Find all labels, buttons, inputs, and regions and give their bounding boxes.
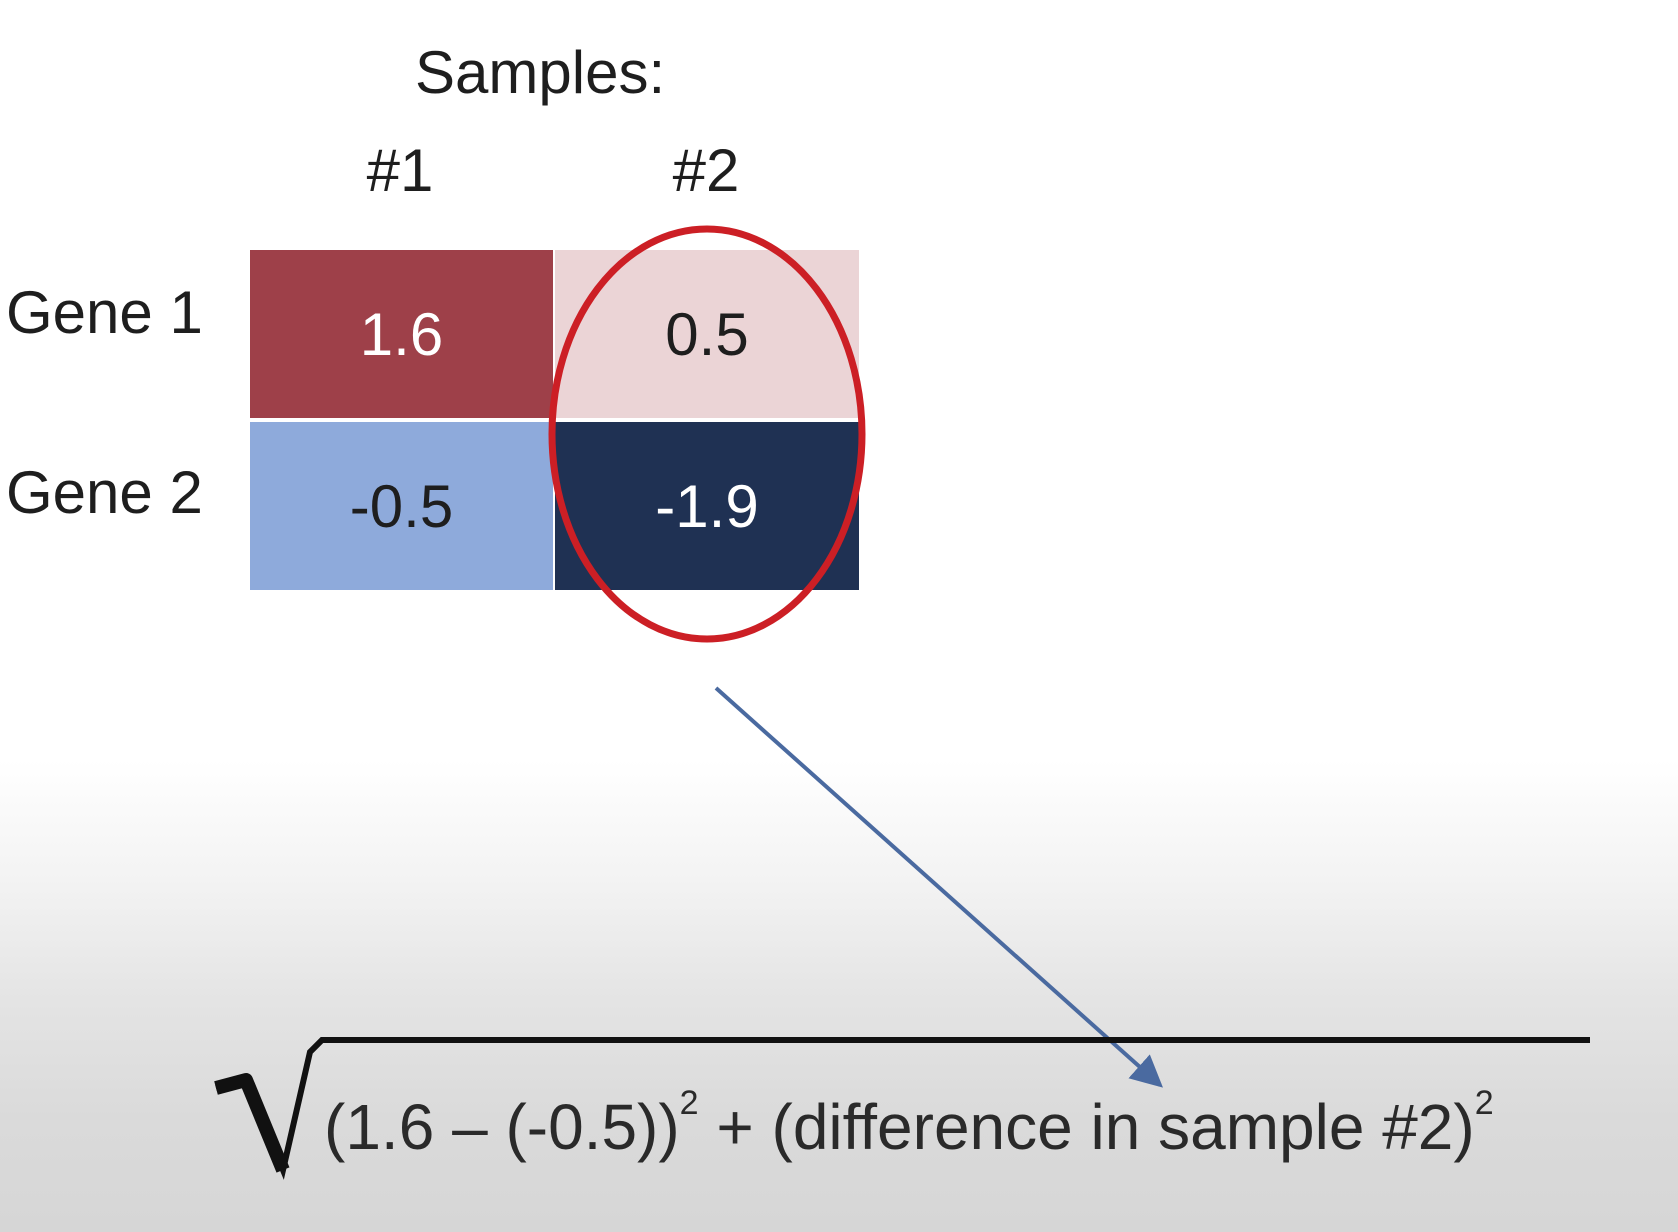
formula-exponent-1: 2	[679, 1084, 699, 1122]
formula-exponent-2: 2	[1474, 1084, 1494, 1122]
row-label-gene-1: Gene 1	[6, 279, 203, 346]
formula-plus: +	[698, 1091, 772, 1163]
formula-term-sample-2: (difference in sample #2)	[771, 1091, 1475, 1163]
cell-value: 1.6	[359, 300, 444, 368]
cell-value: -0.5	[349, 472, 454, 540]
column-header-sample-1: #1	[366, 137, 434, 204]
cell-value: -1.9	[655, 472, 759, 540]
pointer-arrow	[714, 686, 1163, 1088]
column-header-sample-2: #2	[672, 137, 740, 204]
formula-term-sample-1: (1.6 – (-0.5))	[324, 1091, 680, 1163]
samples-label: Samples:	[415, 39, 666, 106]
distance-formula: (1.6 – (-0.5)) 2 + (difference in sample …	[324, 1084, 1494, 1164]
radical-sign	[214, 1037, 1590, 1180]
heatmap-cell-gene2-sample2: -1.9	[555, 422, 859, 590]
heatmap-cell-gene1-sample1: 1.6	[250, 250, 553, 418]
row-label-gene-2: Gene 2	[6, 459, 203, 526]
highlight-ellipse	[548, 225, 866, 643]
heatmap-cell-gene2-sample1: -0.5	[250, 422, 553, 590]
cell-value: 0.5	[665, 300, 749, 368]
